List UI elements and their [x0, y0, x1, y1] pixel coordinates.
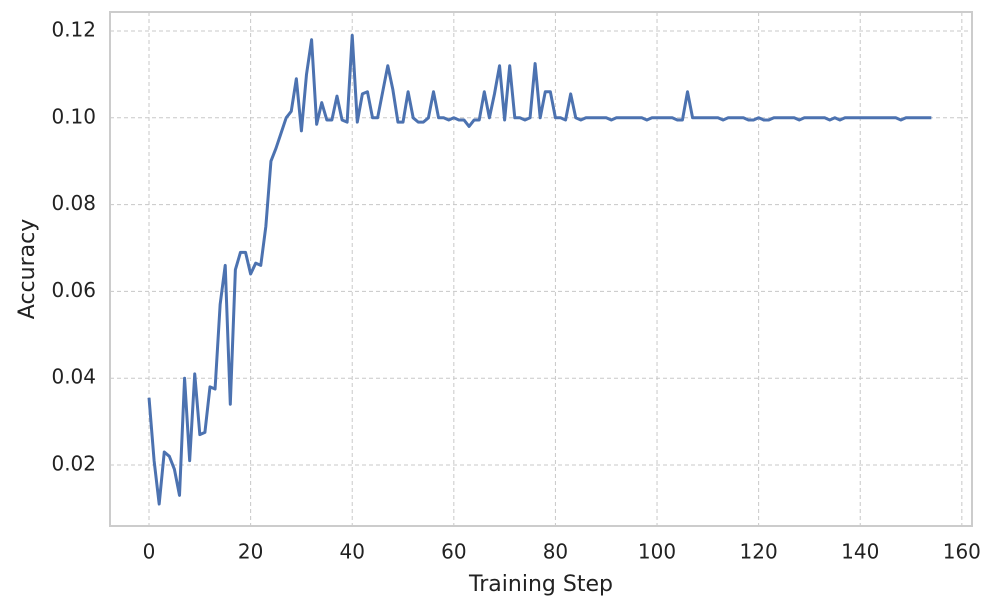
x-tick-label: 60 — [441, 540, 466, 564]
y-tick-label: 0.10 — [51, 104, 96, 128]
y-tick-label: 0.04 — [51, 365, 96, 389]
y-tick-label: 0.02 — [51, 451, 96, 475]
y-tick-label: 0.12 — [51, 18, 96, 42]
x-tick-label: 160 — [943, 540, 981, 564]
data-line — [147, 33, 932, 506]
x-tick-label: 40 — [339, 540, 364, 564]
y-tick-label: 0.06 — [51, 278, 96, 302]
x-tick-label: 120 — [740, 540, 778, 564]
x-axis-label: Training Step — [468, 572, 613, 597]
y-axis-label: Accuracy — [15, 219, 40, 319]
y-tick-label: 0.08 — [51, 191, 96, 215]
x-tick-label: 140 — [841, 540, 879, 564]
plot-border — [109, 11, 973, 527]
x-tick-label: 0 — [143, 540, 156, 564]
x-tick-label: 20 — [238, 540, 263, 564]
x-tick-label: 80 — [543, 540, 568, 564]
x-tick-label: 100 — [638, 540, 676, 564]
